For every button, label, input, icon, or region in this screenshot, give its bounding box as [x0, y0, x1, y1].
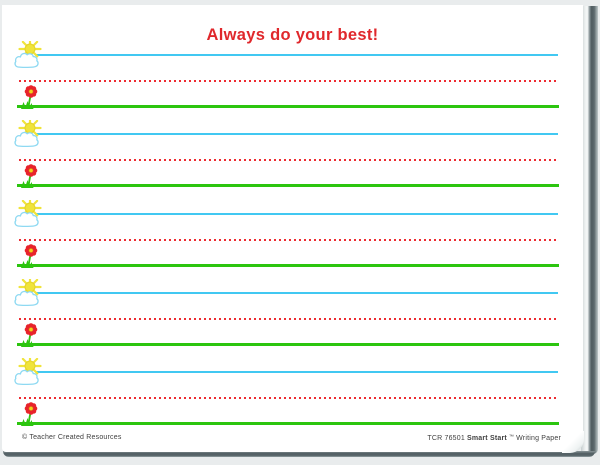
writing-row — [2, 120, 583, 200]
flower-icon — [21, 85, 38, 109]
middle-dashed-line — [19, 238, 559, 241]
pad-right-edge-shadow — [581, 6, 598, 454]
copyright-text: © Teacher Created Resources — [22, 434, 122, 441]
writing-row — [2, 41, 583, 121]
top-writing-line — [36, 54, 558, 56]
middle-dashed-line — [19, 317, 559, 320]
paper-sheet: Always do your best! — [2, 5, 584, 453]
writing-row — [2, 278, 583, 359]
bottom-writing-line — [17, 184, 559, 188]
writing-row — [2, 358, 583, 438]
sun-cloud-icon — [14, 120, 42, 148]
top-writing-line — [36, 371, 558, 373]
page-corner-curl — [562, 431, 584, 453]
sun-cloud-icon — [14, 41, 42, 69]
top-writing-line — [36, 133, 558, 136]
top-writing-line — [36, 291, 558, 294]
sun-cloud-icon — [14, 358, 42, 386]
pad-bottom-edge — [3, 451, 595, 457]
middle-dashed-line — [19, 397, 559, 399]
product-info-text: TCR 76501 Smart Start ™ Writing Paper — [425, 434, 561, 442]
page-title: Always do your best! — [206, 26, 379, 44]
flower-icon — [21, 402, 38, 426]
middle-dashed-line — [19, 80, 559, 82]
bottom-writing-line — [17, 263, 559, 267]
middle-dashed-line — [19, 159, 559, 162]
sun-cloud-icon — [14, 278, 42, 306]
bottom-writing-line — [17, 422, 559, 425]
writing-row — [2, 199, 583, 280]
product-name: Writing Paper — [516, 435, 561, 442]
product-code: TCR 76501 — [427, 435, 465, 442]
top-writing-line — [36, 212, 558, 215]
footer: © Teacher Created Resources TCR 76501 Sma… — [22, 434, 561, 442]
flower-icon — [21, 322, 38, 347]
bottom-writing-line — [17, 105, 559, 108]
flower-icon — [21, 164, 38, 189]
sun-cloud-icon — [14, 199, 42, 227]
brand-name: Smart Start — [466, 435, 507, 442]
bottom-writing-line — [17, 342, 559, 346]
flower-icon — [21, 243, 38, 268]
trademark-symbol: ™ — [508, 434, 515, 440]
